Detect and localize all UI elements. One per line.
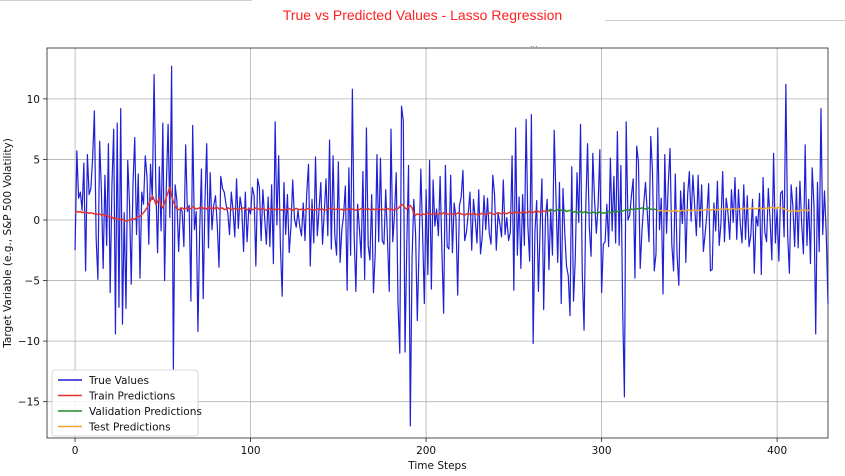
y-tick-label: 0 <box>33 215 40 227</box>
legend-box <box>51 369 199 437</box>
y-tick-label: −5 <box>25 276 40 288</box>
series-layer <box>74 65 829 427</box>
x-tick-label: 0 <box>72 445 79 457</box>
x-tick-label: 100 <box>241 445 261 457</box>
y-axis-label: Target Variable (e.g., S&P 500 Volatilit… <box>2 138 14 349</box>
chart-title: True vs Predicted Values - Lasso Regress… <box>282 7 563 23</box>
legend-label-3: Test Predictions <box>88 422 171 434</box>
tick-layer: 0 100 200 300 400 10 5 0 −5 −10 −15 <box>18 94 787 457</box>
x-tick-label: 400 <box>767 445 787 457</box>
y-tick-label: −15 <box>18 397 40 409</box>
series-line-3 <box>657 206 811 213</box>
x-tick-label: 200 <box>416 445 436 457</box>
ellipsis-glyph: ... <box>530 40 538 49</box>
series-line-2 <box>546 207 659 215</box>
y-tick-label: 10 <box>27 94 40 106</box>
x-tick-label: 300 <box>592 445 612 457</box>
y-tick-label: 5 <box>33 154 40 166</box>
x-axis-label: Time Steps <box>407 460 466 472</box>
y-tick-label: −10 <box>18 336 40 348</box>
legend-label-0: True Values <box>88 375 149 387</box>
legend-label-1: Train Predictions <box>88 391 175 403</box>
series-line-1 <box>75 186 552 222</box>
legend-label-2: Validation Predictions <box>89 406 202 418</box>
legend: True Values Train Predictions Validation P… <box>51 369 202 437</box>
top-border-right <box>605 20 845 21</box>
top-border-left <box>0 0 252 1</box>
plot-frame <box>46 47 829 439</box>
